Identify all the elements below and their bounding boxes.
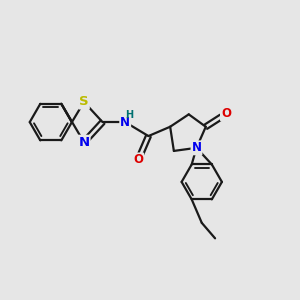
Text: N: N	[120, 116, 130, 129]
Text: N: N	[120, 116, 130, 129]
Text: O: O	[221, 107, 231, 120]
Text: O: O	[133, 153, 143, 167]
Text: S: S	[79, 95, 89, 109]
Text: O: O	[221, 107, 231, 120]
Text: O: O	[133, 153, 143, 167]
Text: N: N	[191, 141, 202, 154]
Text: H: H	[125, 110, 133, 120]
Text: N: N	[191, 141, 202, 154]
Text: S: S	[79, 95, 89, 109]
Text: N: N	[78, 136, 89, 149]
Text: N: N	[78, 136, 89, 149]
